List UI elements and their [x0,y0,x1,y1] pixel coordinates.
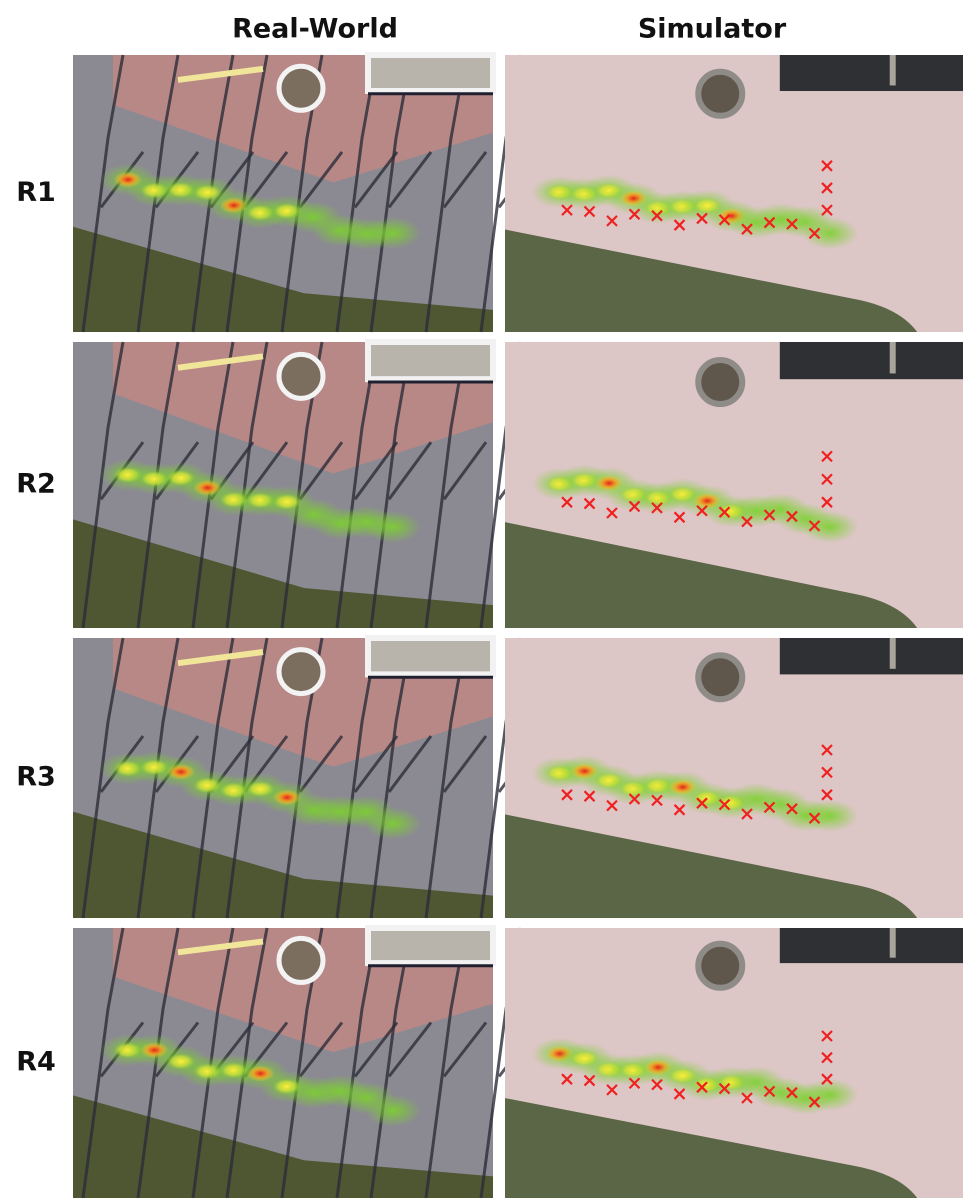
building [780,342,963,379]
row-label: R2 [16,469,56,500]
column-title: Real-World [232,14,398,45]
real-world-panel [73,55,541,332]
building-post [890,638,896,669]
heat-halo [802,217,858,249]
building-post [890,342,896,373]
real-world-panel [73,928,541,1198]
real-world-panel [73,342,541,628]
building-post [890,55,896,85]
building [780,928,963,963]
simulator-panel [505,638,963,918]
building [780,55,963,91]
heat-halo [802,800,858,832]
building [780,638,963,674]
planter [279,354,323,398]
row-label: R4 [16,1047,56,1078]
planter [698,655,742,699]
building [368,638,493,674]
heat-halo [802,511,858,543]
column-title: Simulator [638,14,787,45]
simulator-panel [505,928,963,1198]
heat-halo [365,1095,421,1127]
page: Real-World Simulator R1R2R3R4 (() => { c… [0,0,966,1198]
planter [698,360,742,404]
building-post [890,928,896,958]
planter [279,66,323,110]
planter [698,72,742,116]
simulator-panel [505,342,963,628]
planter [279,938,323,982]
row-label: R1 [16,177,56,208]
planter [698,944,742,988]
heat-halo [365,511,421,543]
heat-halo [365,808,421,840]
building [368,55,493,91]
figure: Real-World Simulator R1 R2 R3 R4 [0,0,966,1198]
building [368,928,493,963]
simulator-panel [505,55,963,332]
row-label: R3 [16,762,56,793]
heat-halo [365,217,421,249]
building [368,342,493,379]
planter [279,650,323,694]
real-world-panel [73,638,541,918]
